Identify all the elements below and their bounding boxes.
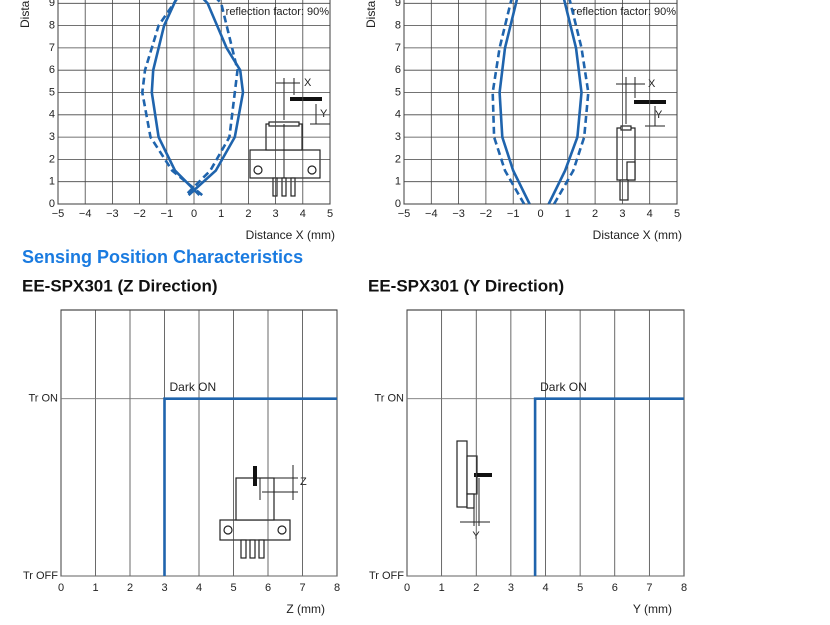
diagram-label: X — [304, 77, 312, 89]
data-line — [150, 0, 245, 197]
x-tick-label: 6 — [612, 582, 618, 594]
y-tick-label: Tr OFF — [23, 570, 58, 582]
annotation: reflection factor: 90% — [226, 6, 330, 18]
diagram-label: Y — [320, 108, 328, 120]
x-tick-label: −1 — [507, 208, 520, 220]
annotation: reflection factor: 90% — [573, 6, 677, 18]
x-tick-label: 4 — [196, 582, 202, 594]
y-tick-label: 0 — [49, 198, 55, 210]
x-tick-label: 1 — [92, 582, 98, 594]
x-tick-label: 5 — [327, 208, 333, 220]
x-tick-label: 1 — [439, 582, 445, 594]
y-tick-label: 4 — [49, 109, 55, 121]
x-axis-label: Z (mm) — [286, 602, 325, 616]
sensor-icon — [249, 78, 330, 197]
x-tick-label: 3 — [619, 208, 625, 220]
x-tick-label: 0 — [537, 208, 543, 220]
chart-title: EE-SPX301 (Z Direction) — [22, 276, 218, 295]
x-tick-label: 4 — [300, 208, 306, 220]
y-tick-label: 9 — [49, 0, 55, 9]
x-tick-label: 8 — [681, 582, 687, 594]
sensor-icon — [219, 465, 298, 559]
y-tick-label: Tr ON — [374, 393, 404, 405]
x-tick-label: 7 — [646, 582, 652, 594]
x-tick-label: 3 — [161, 582, 167, 594]
x-tick-label: 4 — [542, 582, 548, 594]
data-line — [140, 0, 239, 197]
y-tick-label: 9 — [395, 0, 401, 9]
x-tick-label: −2 — [480, 208, 493, 220]
section-heading: Sensing Position Characteristics — [22, 247, 303, 267]
x-tick-label: −3 — [106, 208, 119, 220]
y-tick-label: Tr ON — [28, 393, 58, 405]
x-tick-label: −1 — [161, 208, 174, 220]
diagram-label: Z — [300, 476, 307, 488]
x-axis-label: Distance X (mm) — [246, 228, 335, 242]
x-tick-label: 5 — [230, 582, 236, 594]
sensor-icon — [456, 440, 492, 526]
diagram-label: X — [648, 78, 656, 90]
y-tick-label: 0 — [395, 198, 401, 210]
data-line — [533, 397, 684, 576]
annotation: Dark ON — [170, 380, 217, 394]
x-tick-label: 4 — [647, 208, 653, 220]
x-tick-label: 7 — [299, 582, 305, 594]
x-tick-label: −5 — [52, 208, 65, 220]
x-tick-label: 6 — [265, 582, 271, 594]
x-tick-label: 2 — [245, 208, 251, 220]
sensor-icon — [616, 77, 666, 201]
y-tick-label: 2 — [49, 153, 55, 165]
x-tick-label: 0 — [404, 582, 410, 594]
y-axis-label: Distance Y (mm) — [364, 0, 378, 28]
x-tick-label: −3 — [452, 208, 465, 220]
y-tick-label: 4 — [395, 109, 401, 121]
y-tick-label: 6 — [395, 64, 401, 76]
x-tick-label: −4 — [79, 208, 92, 220]
y-tick-label: 5 — [395, 86, 401, 98]
x-tick-label: 3 — [508, 582, 514, 594]
x-tick-label: 5 — [674, 208, 680, 220]
x-tick-label: 1 — [565, 208, 571, 220]
chart-title: EE-SPX301 (Y Direction) — [368, 276, 564, 295]
data-line — [163, 397, 337, 576]
y-tick-label: 6 — [49, 64, 55, 76]
x-tick-label: 0 — [191, 208, 197, 220]
x-tick-label: −4 — [425, 208, 438, 220]
x-tick-label: −2 — [133, 208, 146, 220]
x-tick-label: 1 — [218, 208, 224, 220]
x-tick-label: 2 — [592, 208, 598, 220]
x-tick-label: 5 — [577, 582, 583, 594]
y-tick-label: 5 — [49, 86, 55, 98]
data-line — [498, 0, 583, 205]
x-tick-label: 8 — [334, 582, 340, 594]
x-tick-label: 2 — [473, 582, 479, 594]
y-tick-label: 1 — [395, 176, 401, 188]
x-tick-label: 2 — [127, 582, 133, 594]
y-tick-label: 3 — [49, 131, 55, 143]
y-tick-label: 8 — [395, 20, 401, 32]
y-tick-label: 3 — [395, 131, 401, 143]
y-tick-label: 1 — [49, 176, 55, 188]
y-axis-label: Distance Y (mm) — [18, 0, 32, 28]
y-tick-label: Tr OFF — [369, 570, 404, 582]
x-tick-label: 3 — [273, 208, 279, 220]
x-tick-label: 0 — [58, 582, 64, 594]
x-axis-label: Distance X (mm) — [593, 228, 682, 242]
annotation: Dark ON — [540, 380, 587, 394]
y-tick-label: 8 — [49, 20, 55, 32]
y-tick-label: 2 — [395, 153, 401, 165]
y-tick-label: 7 — [395, 42, 401, 54]
y-tick-label: 7 — [49, 42, 55, 54]
x-tick-label: −5 — [398, 208, 411, 220]
x-axis-label: Y (mm) — [633, 602, 672, 616]
